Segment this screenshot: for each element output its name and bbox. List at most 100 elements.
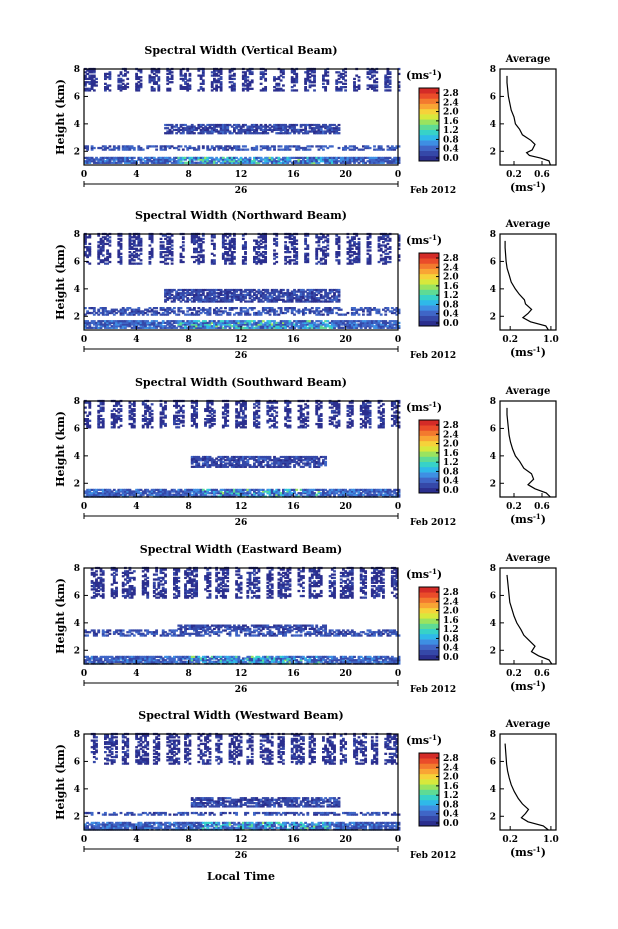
heatmap-cell (132, 414, 136, 417)
heatmap-cell (379, 247, 383, 250)
heatmap-cell (230, 146, 234, 150)
heatmap-cell (141, 311, 145, 315)
heatmap-cell (366, 310, 370, 313)
heatmap-cell (179, 488, 183, 492)
heatmap-cell (324, 254, 328, 257)
colorbar-swatch (419, 88, 439, 94)
heatmap-cell (228, 488, 232, 492)
heatmap-cell (319, 237, 323, 241)
heatmap-cell (355, 325, 359, 328)
heatmap-cell (110, 161, 114, 164)
heatmap-cell (152, 321, 156, 325)
heatmap-cell (159, 321, 163, 325)
heatmap-cell (204, 462, 207, 465)
heatmap-cell (177, 130, 181, 133)
heatmap-cell (206, 123, 210, 127)
heatmap-cell (204, 459, 207, 462)
heatmap-cell (199, 74, 203, 77)
heatmap-cell (104, 148, 107, 151)
heatmap-cell (201, 308, 205, 311)
heatmap-cell (348, 326, 352, 329)
heatmap-cell (124, 69, 127, 72)
heatmap-cell (233, 87, 236, 90)
heatmap-cell (168, 81, 172, 84)
heatmap-cell (99, 246, 103, 249)
heatmap-cell (302, 310, 305, 313)
heatmap-cell (230, 492, 234, 495)
heatmap-cell (179, 77, 183, 81)
heatmap-cell (290, 307, 294, 310)
heatmap-cell (250, 161, 254, 164)
heatmap-cell (168, 132, 172, 135)
heatmap-cell (235, 426, 239, 429)
heatmap-cell (315, 297, 319, 300)
heatmap-cell (326, 161, 330, 164)
heatmap-cell (397, 89, 401, 92)
heatmap-cell (181, 419, 185, 422)
heatmap-cell (384, 158, 388, 161)
heatmap-cell (221, 321, 225, 325)
heatmap-cell (150, 161, 154, 164)
heatmap-cell (246, 132, 250, 135)
heatmap-cell (310, 298, 314, 301)
heatmap-cell (355, 259, 359, 262)
heatmap-cell (124, 160, 127, 163)
heatmap-cell (319, 236, 323, 239)
heatmap-cell (224, 125, 227, 128)
heatmap-cell (326, 79, 330, 82)
heatmap-cell (224, 148, 227, 151)
heatmap-cell (204, 158, 207, 161)
heatmap-cell (339, 326, 343, 329)
heatmap-cell (259, 254, 263, 257)
heatmap-cell (310, 123, 314, 127)
heatmap-cell (295, 320, 299, 323)
heatmap-cell (88, 406, 92, 409)
heatmap-cell (166, 292, 170, 295)
heatmap-cell (170, 493, 174, 496)
heatmap-cell (328, 128, 332, 132)
heatmap-cell (148, 325, 152, 328)
heatmap-cell (386, 71, 390, 74)
heatmap-cell (150, 409, 154, 413)
heatmap-cell (166, 321, 170, 325)
heatmap-cell (213, 77, 216, 81)
heatmap-cell (328, 300, 332, 303)
heatmap-cell (135, 262, 139, 265)
heatmap-cell (228, 490, 232, 493)
colorbar-frame (418, 87, 440, 162)
heatmap-cell (112, 422, 116, 426)
heatmap-cell (228, 161, 232, 164)
heatmap-cell (221, 148, 225, 151)
heatmap-cell (233, 241, 236, 244)
heatmap-cell (310, 158, 314, 161)
heatmap-cell (290, 127, 294, 130)
heatmap-cell (286, 320, 290, 323)
heatmap-cell (130, 262, 134, 265)
heatmap-cell (364, 326, 368, 329)
heatmap-cell (357, 254, 361, 257)
heatmap-cell (197, 146, 201, 150)
heatmap-cell (266, 320, 270, 323)
heatmap-cell (322, 145, 325, 148)
heatmap-cell (190, 413, 194, 416)
heatmap-cell (293, 145, 296, 148)
heatmap-cell (264, 252, 268, 255)
heatmap-cell (308, 310, 312, 313)
heatmap-cell (213, 459, 216, 462)
heatmap-cell (195, 247, 199, 250)
heatmap-cell (190, 459, 194, 462)
heatmap-cell (208, 288, 212, 292)
heatmap-cell (228, 257, 232, 260)
heatmap-cell (179, 84, 183, 87)
heatmap-cell (130, 242, 134, 246)
heatmap-cell (250, 71, 254, 74)
heatmap-cell (253, 260, 256, 264)
heatmap-cell (275, 255, 279, 259)
heatmap-cell (139, 158, 143, 161)
heatmap-cell (382, 234, 385, 237)
heatmap-cell (186, 493, 190, 496)
heatmap-cell (302, 295, 305, 298)
heatmap-cell (104, 160, 107, 163)
heatmap-cell (284, 308, 288, 311)
heatmap-cell (246, 158, 250, 161)
